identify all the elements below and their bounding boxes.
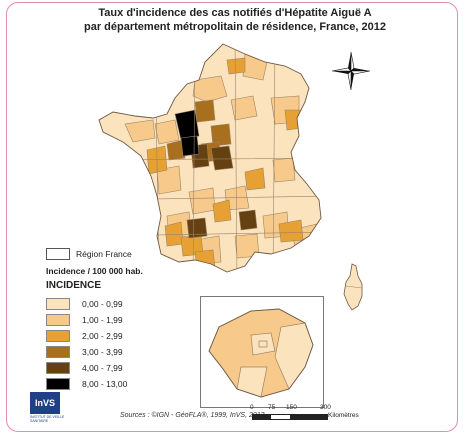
scale-bar-graphic xyxy=(252,414,328,420)
legend-class-row: 1,00 - 1,99 xyxy=(46,312,127,328)
scale-unit-label: Kilomètres xyxy=(328,412,359,419)
legend-class-row: 2,00 - 2,99 xyxy=(46,328,127,344)
scale-bar-segment xyxy=(290,415,327,419)
scale-tick-label: 0 xyxy=(250,404,254,411)
north-arrow-icon xyxy=(331,51,371,91)
scale-tick-label: 75 xyxy=(268,404,276,411)
legend-class-label: 1,00 - 1,99 xyxy=(82,315,123,325)
legend-region-label: Région France xyxy=(76,249,132,259)
legend-swatch xyxy=(46,314,70,326)
corsica-map xyxy=(343,263,363,311)
invs-logo-subtitle: INSTITUT DE VEILLE SANITAIRE xyxy=(30,415,65,423)
legend-class-row: 3,00 - 3,99 xyxy=(46,344,127,360)
legend-class-row: 4,00 - 7,99 xyxy=(46,360,127,376)
scale-bar-segment xyxy=(253,415,271,419)
legend-class-label: 0,00 - 0,99 xyxy=(82,299,123,309)
scale-bar: 0 75 150 300 Kilomètres xyxy=(250,404,372,426)
invs-logo-mark: InVS xyxy=(30,392,60,414)
legend-unit-label: Incidence / 100 000 hab. xyxy=(46,266,143,276)
legend-swatch xyxy=(46,378,70,390)
legend-class-list: 0,00 - 0,99 1,00 - 1,99 2,00 - 2,99 3,00… xyxy=(46,296,127,392)
legend-swatch xyxy=(46,298,70,310)
legend-class-label: 4,00 - 7,99 xyxy=(82,363,123,373)
legend-class-label: 2,00 - 2,99 xyxy=(82,331,123,341)
scale-tick-label: 150 xyxy=(286,404,297,411)
legend-swatch xyxy=(46,346,70,358)
ile-de-france-map xyxy=(208,308,314,398)
legend-heading: INCIDENCE xyxy=(46,280,102,291)
legend-region-item: Région France xyxy=(46,248,132,260)
legend-class-row: 8,00 - 13,00 xyxy=(46,376,127,392)
legend-class-row: 0,00 - 0,99 xyxy=(46,296,127,312)
legend-class-label: 3,00 - 3,99 xyxy=(82,347,123,357)
map-title: Taux d'incidence des cas notifiés d'Hépa… xyxy=(70,6,400,34)
legend-swatch xyxy=(46,362,70,374)
invs-logo: InVS INSTITUT DE VEILLE SANITAIRE xyxy=(30,392,68,430)
legend-region-swatch xyxy=(46,248,70,260)
legend-class-label: 8,00 - 13,00 xyxy=(82,379,128,389)
map-title-line1: Taux d'incidence des cas notifiés d'Hépa… xyxy=(98,7,372,19)
sources-note: Sources : ©IGN - GéoFLA®, 1999, InVS, 20… xyxy=(120,412,265,419)
legend-swatch xyxy=(46,330,70,342)
scale-tick-label: 300 xyxy=(320,404,331,411)
map-title-line2: par département métropolitain de résiden… xyxy=(84,21,386,33)
france-choropleth-map xyxy=(98,43,322,273)
ile-de-france-inset xyxy=(200,296,324,408)
